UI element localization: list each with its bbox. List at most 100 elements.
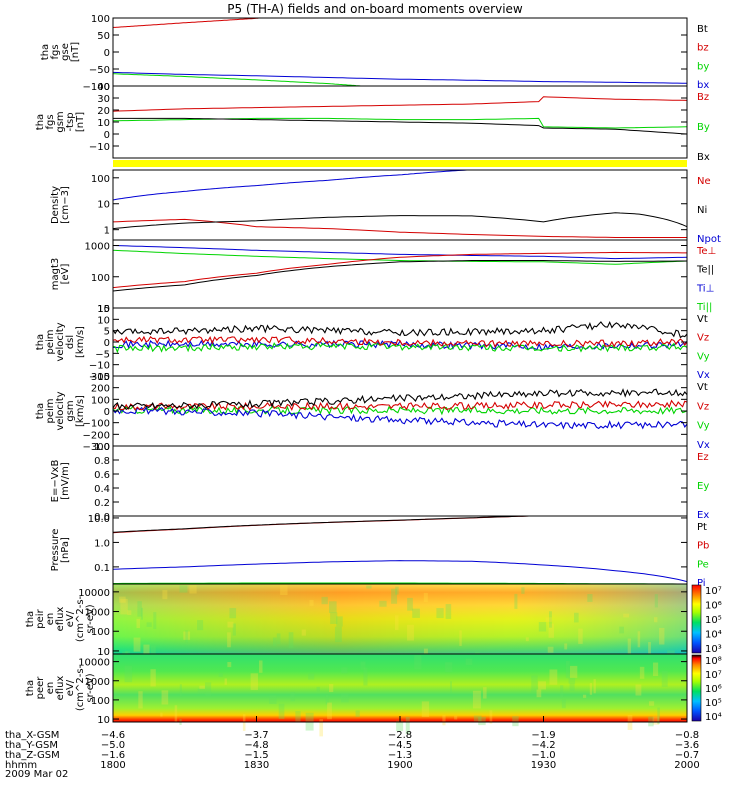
peir_eflux-spectrogram-texture [334, 626, 342, 643]
temperature-series-ti [112, 245, 688, 260]
peir_eflux-spectrogram-texture [120, 598, 128, 615]
peer_eflux-spectrogram-texture [197, 688, 205, 694]
fgs_gsm_sm-series-bz [112, 96, 688, 112]
peer_eflux-ylabel: tha [25, 680, 36, 696]
peer_eflux-colorbar-label: 10⁵ [705, 698, 722, 709]
peer_eflux-spectrogram-texture [531, 675, 538, 693]
peer_eflux-spectrogram-texture [259, 660, 263, 673]
e_vxb-ylabel: [mV/m] [60, 462, 71, 500]
fgs_gsm_sm-ytick-label: −10 [89, 142, 110, 153]
pressure-ytick-label: 10.0 [88, 514, 110, 525]
peim_velocity_dsl-legend-vy: Vy [697, 351, 710, 362]
peer_eflux-spectrogram-texture [512, 716, 519, 727]
peir_eflux-spectrogram-texture [648, 642, 651, 658]
time-axis-value: 1900 [387, 760, 412, 771]
peer_eflux-spectrogram-texture [549, 669, 558, 685]
time-axis-value: −1.5 [244, 750, 268, 761]
peir_eflux-ylabel: tha [25, 611, 36, 627]
peer_eflux-ytick-label: 10000 [78, 658, 110, 669]
peer_eflux-spectrogram-texture [205, 682, 212, 696]
fgs_gsm_sm-series-bx [113, 117, 688, 135]
peim_velocity_gsm-ytick-label: 0 [104, 407, 110, 418]
time-axis-row-label: tha_X-GSM [5, 730, 59, 741]
time-axis-row-label: hhmm [5, 760, 37, 771]
peir_eflux-spectrogram-texture [119, 596, 126, 603]
peir_eflux-spectrogram-texture [574, 612, 579, 623]
density-ylabel: [cm−3] [60, 186, 71, 224]
peir_eflux-spectrogram-texture [329, 601, 337, 614]
peer_eflux-ytick-label: 1000 [85, 677, 110, 688]
peer_eflux-colorbar-label: 10⁶ [705, 684, 722, 695]
peer_eflux-spectrogram-texture [569, 665, 578, 678]
peir_eflux-spectrogram-texture [185, 630, 188, 643]
density-ytick-label: 1 [104, 226, 110, 237]
peir_eflux-spectrogram-texture [667, 650, 675, 657]
peir_eflux-spectrogram-texture [227, 621, 234, 628]
peer_eflux-spectrogram-texture [355, 710, 360, 717]
temperature-series-te [112, 260, 687, 292]
peim_velocity_gsm-ytick-label: 300 [91, 372, 110, 383]
time-axis-row-label: tha_Y-GSM [5, 740, 58, 751]
mode-bar [113, 160, 687, 167]
fgs_gse-ytick-label: 100 [91, 14, 110, 25]
fgs_gsm_sm-ylabel: -tsp [65, 112, 76, 131]
density-series-ne [112, 218, 687, 238]
peer_eflux-spectrogram-texture [160, 712, 163, 717]
plot-title: P5 (TH-A) fields and on-board moments ov… [227, 2, 523, 16]
peim_velocity_gsm-ytick-label: −300 [83, 442, 110, 453]
peer_eflux-spectrogram-texture [561, 699, 566, 709]
peir_eflux-spectrogram-texture [391, 588, 398, 604]
peer_eflux-spectrogram-texture [593, 679, 596, 694]
peer_eflux-spectrogram-texture [568, 677, 576, 684]
peer_eflux-spectrogram-texture [278, 703, 285, 719]
e_vxb-ytick-label: 0.4 [94, 484, 110, 495]
fgs_gse-legend-bz: bz [697, 43, 709, 54]
peim_velocity_gsm-frame [112, 375, 688, 447]
fgs_gsm_sm-ytick-label: 40 [97, 82, 110, 93]
e_vxb-ytick-label: 0.6 [94, 470, 110, 481]
fgs_gsm_sm-ylabel: gsm [55, 111, 66, 132]
pressure-legend-pe: Pe [697, 559, 709, 570]
peir_eflux-spectrogram-texture [514, 593, 518, 609]
peim_velocity_gsm-series-vy [112, 405, 688, 416]
peir_eflux-spectrogram-texture [366, 585, 372, 589]
peer_eflux-spectrogram-texture [295, 711, 301, 723]
peim_velocity_dsl-legend-vz: Vz [697, 333, 709, 344]
temperature-legend-ti: Ti|| [696, 302, 712, 313]
peir_eflux-spectrogram-texture [232, 623, 236, 636]
peir_eflux-spectrogram-texture [445, 604, 452, 619]
peer_eflux-spectrogram-texture [269, 695, 277, 704]
peir_eflux-spectrogram-texture [549, 611, 552, 628]
peer_eflux-spectrogram-texture [290, 691, 295, 702]
fgs_gse-ytick-label: −100 [83, 82, 110, 93]
pressure-ylabel: [nPa] [60, 537, 71, 563]
peir_eflux-ytick-label: 10000 [78, 588, 110, 599]
time-axis-value: −4.6 [101, 730, 125, 741]
e_vxb-legend-ez: Ez [697, 452, 709, 463]
peer_eflux-spectrogram-texture [227, 661, 232, 668]
peir_eflux-spectrogram-texture [273, 637, 277, 646]
peim_velocity_gsm-ytick-label: −200 [83, 430, 110, 441]
peim_velocity_gsm-ylabel: tha [35, 403, 46, 419]
fgs_gsm_sm-legend-bz: Bz [697, 92, 709, 103]
peir_eflux-spectrogram-texture [578, 628, 583, 644]
peim_velocity_gsm-series-vt [112, 388, 688, 411]
peir_eflux-spectrogram-texture [623, 613, 630, 618]
time-axis-value: −5.0 [101, 740, 125, 751]
peer_eflux-spectrogram-texture [465, 658, 473, 666]
peim_velocity_dsl-legend-vx: Vx [697, 370, 710, 381]
peir_eflux-spectrogram-texture [436, 608, 444, 619]
peer_eflux-spectrogram-texture [478, 716, 486, 726]
peir_eflux-spectrogram-texture [137, 601, 142, 617]
peim_velocity_dsl-ylabel: velocity [55, 322, 66, 361]
peer_eflux-spectrogram-texture [639, 666, 645, 679]
peir_eflux-spectrogram-texture [412, 608, 420, 618]
peer_eflux-colorbar-label: 10⁴ [705, 712, 722, 723]
time-axis-value: −1.3 [388, 750, 412, 761]
peir_eflux-spectrogram-texture [136, 618, 141, 629]
pressure-ytick-label: 0.1 [94, 563, 110, 574]
time-axis-value: 1930 [531, 760, 556, 771]
peim_velocity_dsl-legend-vt: Vt [697, 314, 708, 325]
fgs_gsm_sm-ytick-label: 0 [104, 130, 110, 141]
peim_velocity_gsm-legend-vx: Vx [697, 440, 710, 451]
